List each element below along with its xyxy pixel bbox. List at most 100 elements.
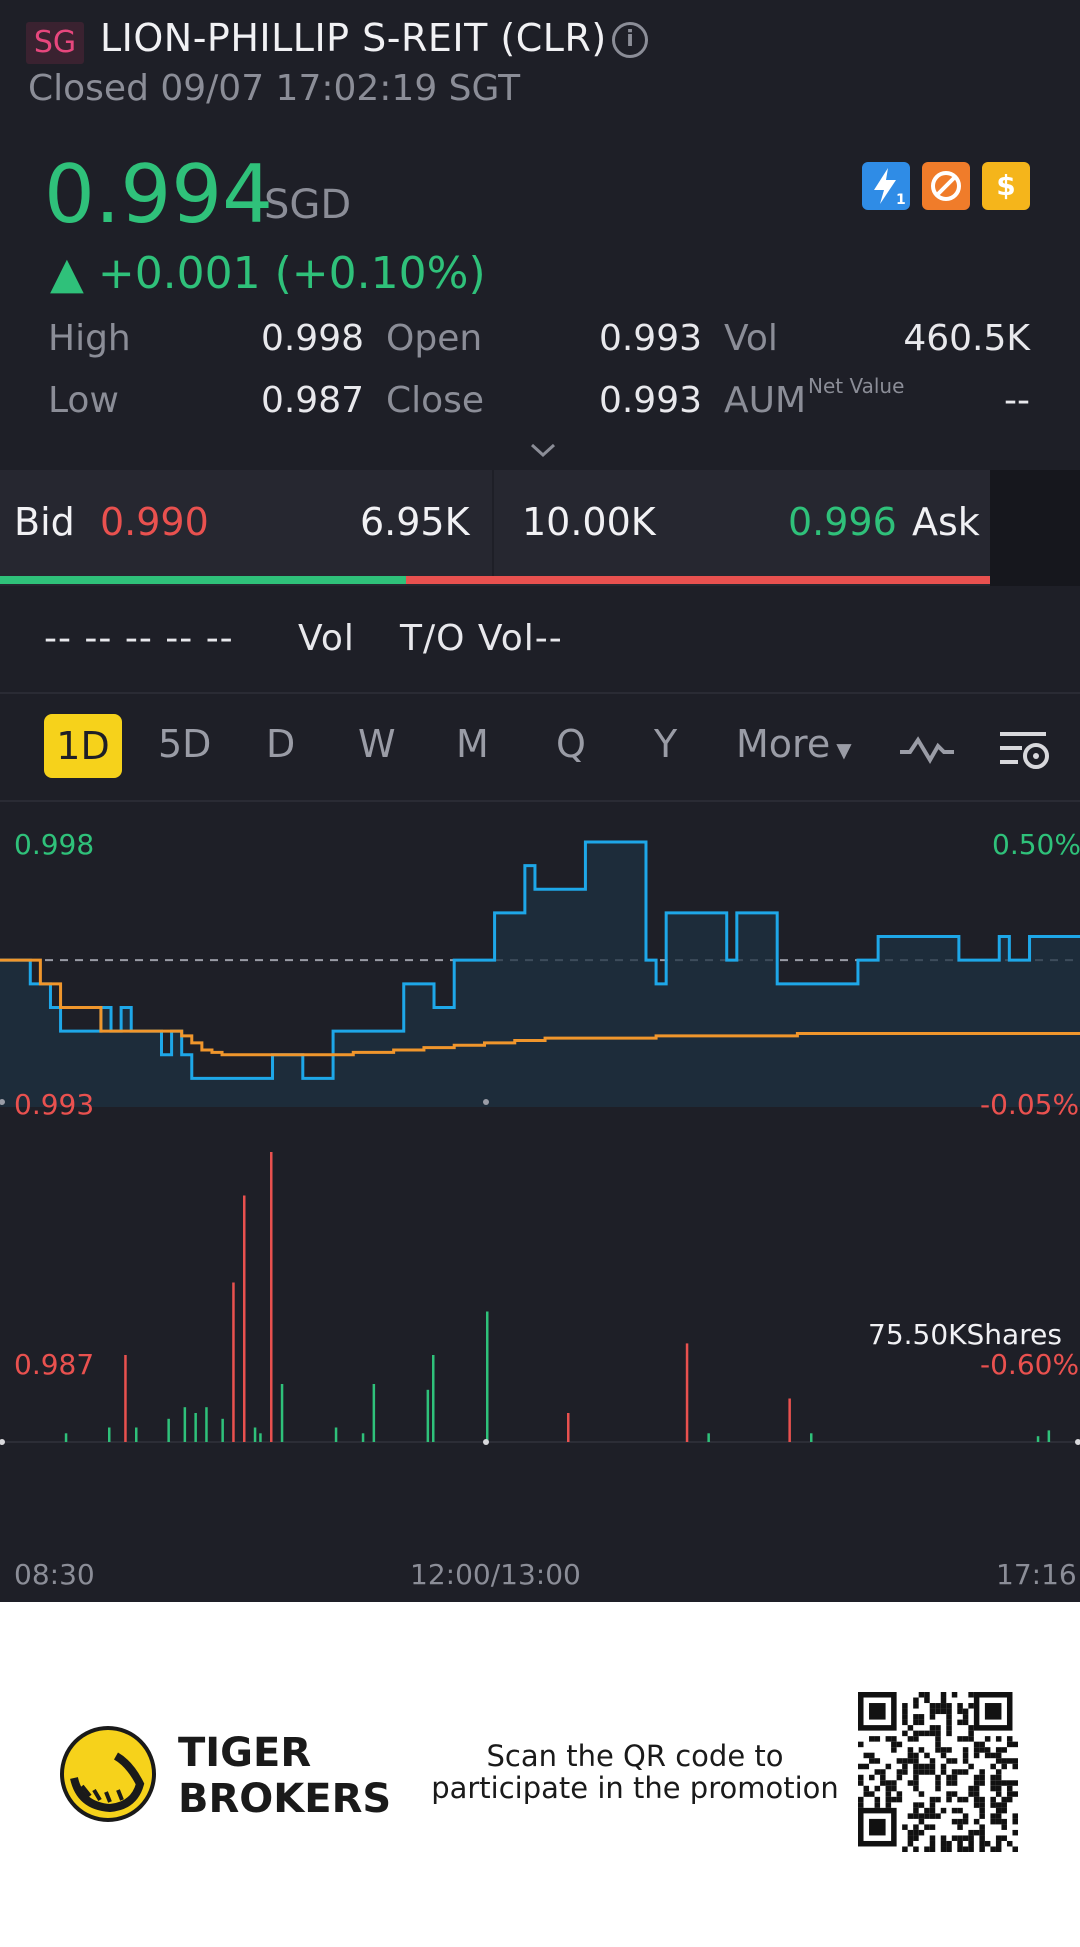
qr-module xyxy=(869,1791,875,1797)
vol-row-label: Vol xyxy=(298,618,355,659)
tab-day[interactable]: D xyxy=(266,722,296,766)
qr-module xyxy=(940,1692,947,1698)
qr-module xyxy=(1012,1829,1018,1836)
qr-module xyxy=(995,1747,1002,1753)
qr-module xyxy=(957,1818,963,1825)
qr-module xyxy=(929,1730,936,1737)
ask-ratio-bar xyxy=(405,576,990,584)
ask-price: 0.996 xyxy=(788,500,897,544)
qr-module xyxy=(1012,1763,1018,1770)
qr-finder-center xyxy=(869,1818,886,1836)
lightning-level1-icon[interactable]: 1 xyxy=(862,162,910,210)
qr-module xyxy=(990,1846,996,1852)
tab-quarter[interactable]: Q xyxy=(556,722,586,766)
qr-module xyxy=(1001,1747,1007,1753)
bid-ratio-bar xyxy=(0,576,406,584)
qr-module xyxy=(1012,1791,1018,1797)
qr-module xyxy=(973,1747,980,1753)
qr-module xyxy=(995,1758,1002,1764)
tab-more[interactable]: More ▼ xyxy=(736,722,852,766)
qr-module xyxy=(907,1835,914,1841)
qr-module xyxy=(968,1791,974,1797)
qr-module xyxy=(946,1846,952,1852)
qr-module xyxy=(1012,1813,1018,1819)
qr-module xyxy=(935,1747,941,1753)
qr-module xyxy=(957,1769,963,1775)
qr-module xyxy=(1001,1802,1007,1808)
qr-module xyxy=(1012,1758,1018,1764)
bid-ask-panel xyxy=(0,470,990,586)
qr-module xyxy=(874,1802,881,1808)
qr-module xyxy=(951,1807,958,1814)
qr-module xyxy=(951,1774,958,1781)
volume-bar xyxy=(372,1384,376,1442)
qr-module xyxy=(940,1807,947,1814)
qr-module xyxy=(1006,1840,1013,1847)
qr-module xyxy=(1012,1846,1018,1852)
tab-month[interactable]: M xyxy=(456,722,489,766)
indicator-icon[interactable] xyxy=(898,724,958,776)
qr-module xyxy=(924,1769,930,1775)
qr-module xyxy=(951,1835,958,1841)
qr-module xyxy=(1001,1763,1007,1770)
volume-bar xyxy=(567,1413,570,1442)
qr-module xyxy=(984,1747,991,1753)
tab-week[interactable]: W xyxy=(358,722,396,766)
qr-module xyxy=(979,1747,985,1753)
qr-module xyxy=(973,1741,980,1748)
dollar-icon[interactable]: $ xyxy=(982,162,1030,210)
qr-module xyxy=(929,1703,936,1709)
qr-module xyxy=(924,1846,930,1852)
qr-module xyxy=(962,1752,969,1759)
tab-year[interactable]: Y xyxy=(654,722,678,766)
volume-bar xyxy=(135,1427,138,1442)
qr-module xyxy=(869,1774,875,1781)
chevron-down-icon[interactable] xyxy=(528,434,558,469)
qr-module xyxy=(968,1736,974,1742)
qr-module xyxy=(907,1747,914,1753)
aum-value: -- xyxy=(1004,380,1030,421)
qr-module xyxy=(957,1719,963,1726)
qr-module xyxy=(891,1736,897,1742)
qr-module xyxy=(940,1747,947,1753)
qr-module xyxy=(979,1829,985,1836)
qr-module xyxy=(1006,1758,1013,1764)
qr-module xyxy=(973,1802,980,1808)
qr-module xyxy=(1001,1758,1007,1764)
qr-module xyxy=(962,1813,969,1819)
qr-module xyxy=(902,1846,908,1852)
qr-module xyxy=(973,1780,980,1786)
qr-module xyxy=(913,1703,919,1709)
qr-module xyxy=(979,1835,985,1841)
divider xyxy=(0,800,1080,802)
axis-dot xyxy=(0,1439,5,1445)
tab-5d[interactable]: 5D xyxy=(158,722,212,766)
qr-module xyxy=(929,1835,936,1841)
qr-module xyxy=(1012,1818,1018,1825)
qr-code[interactable] xyxy=(858,1692,1018,1852)
qr-module xyxy=(973,1818,980,1825)
qr-module xyxy=(968,1840,974,1847)
price-area-fill xyxy=(0,842,1080,1107)
qr-module xyxy=(907,1758,914,1764)
info-icon[interactable]: i xyxy=(612,22,648,58)
qr-module xyxy=(924,1807,930,1814)
volume-bar xyxy=(259,1433,262,1442)
no-trading-icon[interactable] xyxy=(922,162,970,210)
qr-module xyxy=(913,1774,919,1781)
qr-module xyxy=(929,1813,936,1819)
chart-settings-icon[interactable] xyxy=(996,724,1056,776)
avg-price-line xyxy=(0,958,1080,1057)
qr-module xyxy=(940,1769,947,1775)
qr-module xyxy=(1001,1780,1007,1786)
tab-1d[interactable]: 1D xyxy=(44,714,122,778)
bid-price: 0.990 xyxy=(100,500,209,544)
qr-module xyxy=(940,1708,947,1715)
qr-module xyxy=(918,1692,925,1698)
intraday-chart[interactable] xyxy=(0,802,1080,1602)
qr-module xyxy=(913,1829,919,1836)
axis-dot xyxy=(0,1099,5,1105)
bid-size: 6.95K xyxy=(360,500,470,544)
qr-module xyxy=(885,1736,892,1742)
y-tick-low: 0.987 xyxy=(14,1348,95,1381)
